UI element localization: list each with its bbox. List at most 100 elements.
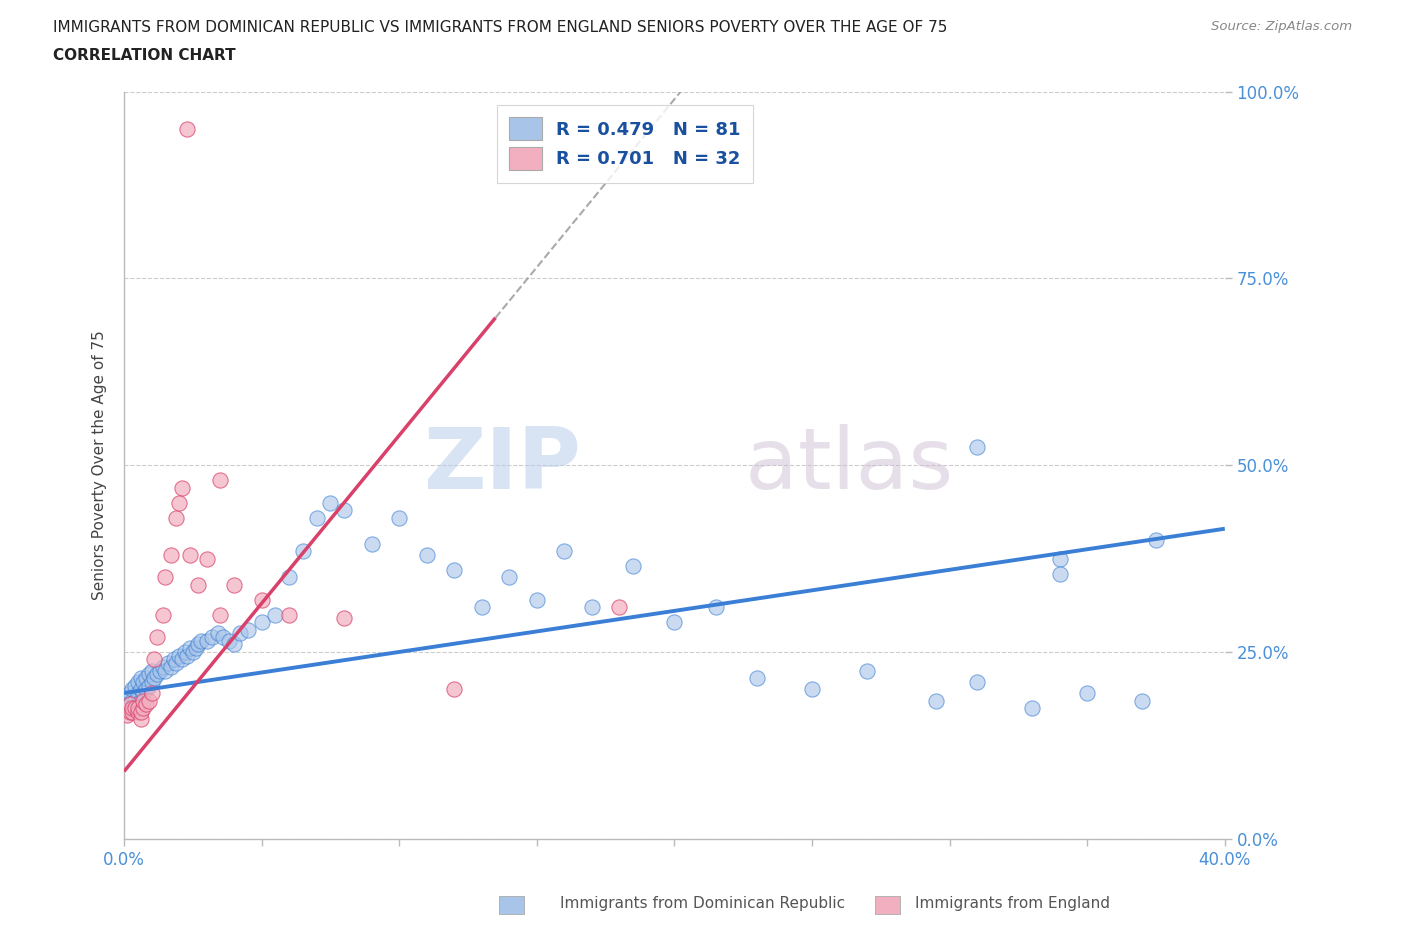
Point xyxy=(176,122,198,137)
Point xyxy=(415,548,437,563)
Point xyxy=(159,548,181,563)
Point xyxy=(127,685,149,700)
Point xyxy=(664,615,686,630)
Point xyxy=(143,652,166,667)
Point xyxy=(118,704,141,719)
Y-axis label: Seniors Poverty Over the Age of 75: Seniors Poverty Over the Age of 75 xyxy=(93,330,107,600)
Point xyxy=(132,693,155,708)
Point xyxy=(129,711,152,726)
Point xyxy=(195,551,218,566)
Point xyxy=(129,671,152,685)
Point xyxy=(124,700,146,715)
Text: Immigrants from Dominican Republic: Immigrants from Dominican Republic xyxy=(561,897,845,911)
Legend: R = 0.479   N = 81, R = 0.701   N = 32: R = 0.479 N = 81, R = 0.701 N = 32 xyxy=(496,104,754,182)
Point xyxy=(222,578,245,592)
Point xyxy=(179,641,201,656)
Point xyxy=(173,644,195,659)
Point xyxy=(305,510,328,525)
Point xyxy=(278,607,301,622)
Point xyxy=(152,659,174,674)
Point xyxy=(170,652,193,667)
Point xyxy=(143,671,166,685)
Point xyxy=(209,472,232,487)
Point xyxy=(190,633,212,648)
Point xyxy=(167,648,190,663)
Point xyxy=(118,697,141,711)
Point xyxy=(121,693,143,708)
Point xyxy=(581,600,603,615)
Text: atlas: atlas xyxy=(581,424,953,507)
Point xyxy=(118,685,141,700)
Point xyxy=(118,697,141,711)
Point xyxy=(115,700,138,715)
Point xyxy=(129,693,152,708)
Point xyxy=(138,667,160,682)
Point xyxy=(966,439,988,454)
Point xyxy=(212,630,235,644)
Point xyxy=(152,607,174,622)
Point xyxy=(319,495,342,510)
Point xyxy=(471,600,494,615)
Point xyxy=(209,607,232,622)
Point xyxy=(129,682,152,697)
Point xyxy=(181,644,204,659)
Point xyxy=(121,704,143,719)
Point xyxy=(138,693,160,708)
Point xyxy=(115,689,138,704)
Point xyxy=(121,704,143,719)
Text: Source: ZipAtlas.com: Source: ZipAtlas.com xyxy=(1212,20,1353,33)
Point xyxy=(553,544,575,559)
Point xyxy=(498,570,520,585)
Point xyxy=(1049,566,1071,581)
Point xyxy=(1130,693,1153,708)
Point xyxy=(121,700,143,715)
Point xyxy=(127,697,149,711)
Point xyxy=(165,656,187,671)
Point xyxy=(228,626,250,641)
Point xyxy=(165,510,187,525)
Text: Immigrants from England: Immigrants from England xyxy=(915,897,1109,911)
Point xyxy=(170,480,193,495)
Point xyxy=(1076,685,1098,700)
Text: IMMIGRANTS FROM DOMINICAN REPUBLIC VS IMMIGRANTS FROM ENGLAND SENIORS POVERTY OV: IMMIGRANTS FROM DOMINICAN REPUBLIC VS IM… xyxy=(53,20,948,35)
Point xyxy=(443,563,465,578)
Point xyxy=(925,693,948,708)
Point xyxy=(124,678,146,693)
Point xyxy=(149,663,172,678)
Point xyxy=(184,641,207,656)
Point xyxy=(167,495,190,510)
Point xyxy=(801,682,824,697)
Point xyxy=(443,682,465,697)
Point xyxy=(155,663,177,678)
Point xyxy=(333,502,356,517)
Point xyxy=(155,570,177,585)
Point xyxy=(179,548,201,563)
Point xyxy=(141,674,163,689)
Point xyxy=(115,708,138,723)
Point xyxy=(127,674,149,689)
Point xyxy=(187,637,209,652)
Point xyxy=(187,578,209,592)
Point xyxy=(138,678,160,693)
Point xyxy=(132,700,155,715)
Point xyxy=(132,674,155,689)
Point xyxy=(218,633,240,648)
Point xyxy=(1021,700,1043,715)
Point xyxy=(222,637,245,652)
Point xyxy=(609,600,631,615)
Point xyxy=(1144,533,1167,548)
Point xyxy=(146,630,169,644)
Text: ZIP: ZIP xyxy=(423,424,581,507)
Point xyxy=(250,615,273,630)
Point xyxy=(201,630,224,644)
Point xyxy=(162,652,184,667)
Point xyxy=(236,622,259,637)
Point xyxy=(704,600,727,615)
Point xyxy=(124,693,146,708)
Point xyxy=(207,626,229,641)
Point xyxy=(121,682,143,697)
Point xyxy=(127,704,149,719)
Point xyxy=(745,671,768,685)
Point xyxy=(621,559,644,574)
Point xyxy=(291,544,314,559)
